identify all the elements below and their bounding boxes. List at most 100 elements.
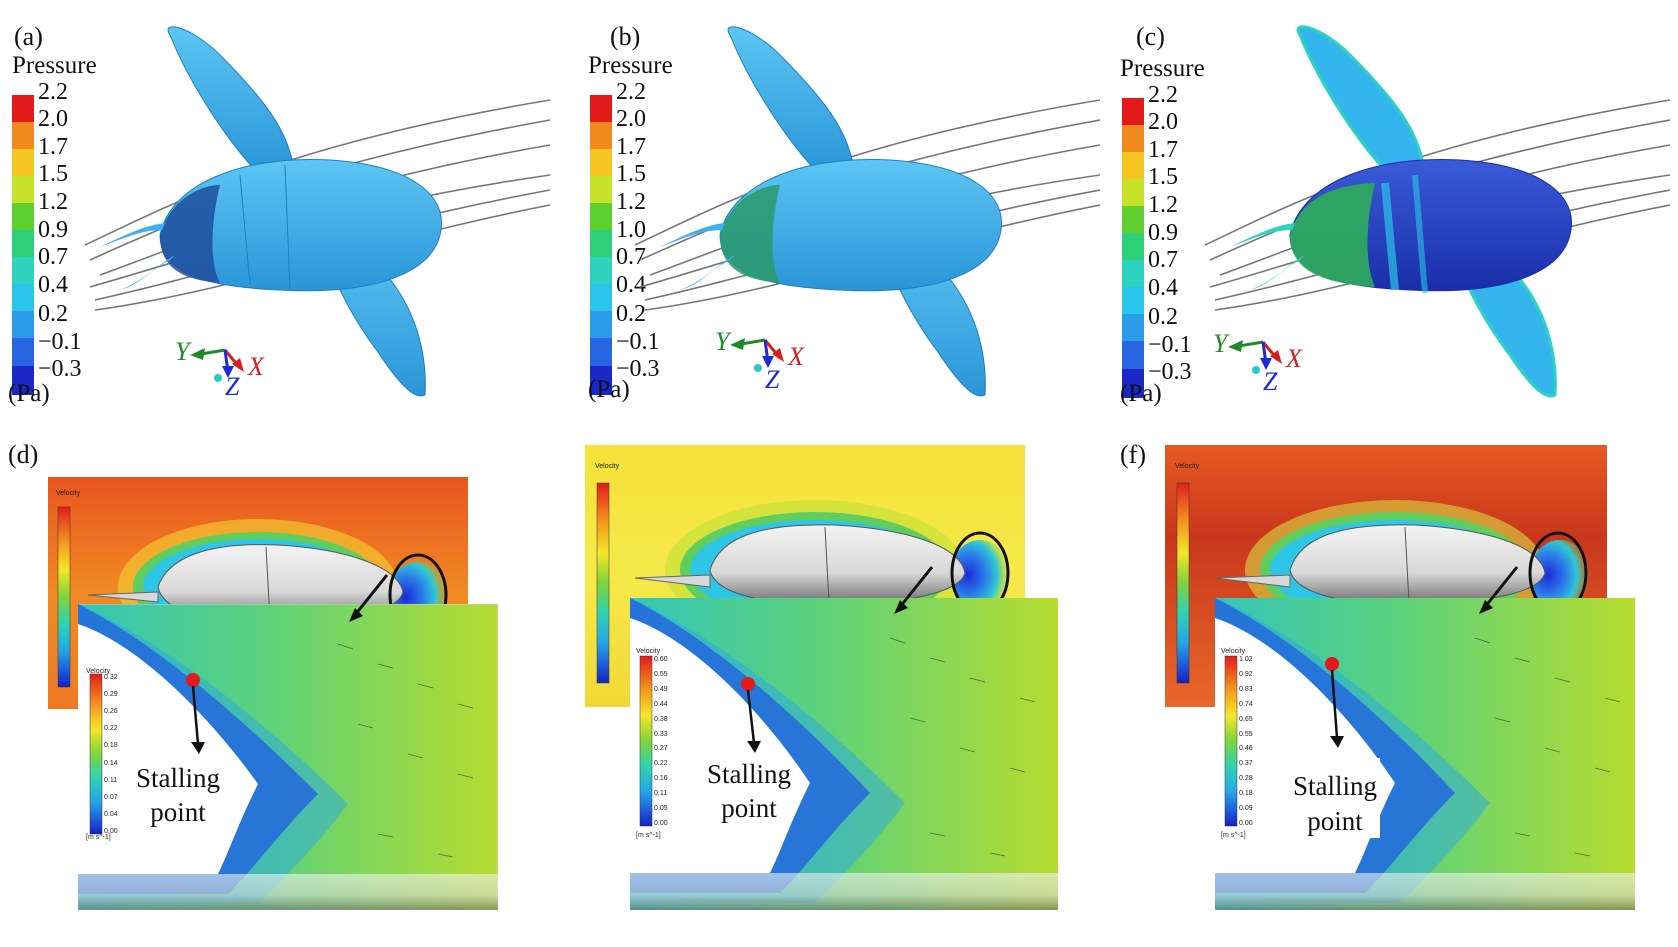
beetle-front-green: [720, 185, 780, 283]
velocity-legend-tick: 0.55: [1239, 730, 1253, 738]
velocity-legend-tick: 0.74: [1239, 700, 1253, 708]
velocity-legend-tick: 0.38: [654, 715, 668, 723]
beetle-body: [159, 158, 442, 292]
z-axis-label: Z: [765, 365, 780, 394]
panel-a: (a) Pressure 2.2 2.0 1.7 1.5 1.2 0.9 0.7…: [0, 0, 560, 430]
tick: 2.2: [38, 79, 68, 105]
tick: 1.5: [38, 161, 68, 187]
mandible-section: [634, 574, 711, 588]
stalling-label-line1: Stalling: [135, 763, 220, 793]
stalling-label-line2: point: [150, 797, 206, 827]
tick: 0.4: [1148, 275, 1178, 301]
panel-f: (f) Velocity Velocity [m s^-1] St: [1120, 430, 1678, 947]
velocity-legend-tick: 0.00: [104, 828, 118, 835]
panel-label: (d): [8, 440, 39, 469]
zoom-arrow: [894, 566, 934, 614]
velocity-legend-tick: 0.55: [654, 670, 668, 678]
beetle-front-green: [1290, 183, 1375, 287]
velocity-legend-tick: 0.83: [1239, 685, 1253, 693]
mandible-lower: [680, 255, 735, 290]
velocity-legend-tick: 0.29: [104, 691, 118, 699]
upper-wing: [727, 26, 856, 176]
stalling-point-marker: [741, 677, 755, 691]
mandible-section: [87, 591, 159, 603]
tick: −0.1: [616, 329, 660, 355]
tick: −0.3: [616, 356, 660, 382]
velocity-legend-tick: 0.16: [654, 775, 668, 783]
velocity-legend-tick: 0.05: [654, 805, 668, 813]
velocity-legend-tick: 0.18: [104, 742, 118, 750]
velocity-legend-tick: 0.22: [104, 725, 118, 733]
panel-d: (d) Velocity Velocity [m s^-1]: [0, 430, 560, 947]
tick: 1.7: [1148, 137, 1178, 163]
panel-b: (b) Pressure 2.2 2.0 1.7 1.5 1.2 1.0 0.7…: [560, 0, 1120, 430]
velocity-legend-tick: 0.46: [1239, 745, 1253, 753]
colorbar-unit: (Pa): [8, 380, 50, 407]
panel-label: (f): [1120, 440, 1146, 469]
stalling-label-line2: point: [1307, 806, 1363, 836]
panel-label: (c): [1136, 22, 1165, 51]
colorbar-title: Pressure: [1120, 55, 1205, 82]
tick: 2.0: [1148, 109, 1178, 135]
velocity-vectors: [337, 643, 474, 858]
velocity-legend-tick: 0.11: [654, 790, 668, 798]
velocity-legend-tick: 0.92: [1239, 670, 1253, 678]
stalling-label-line1: Stalling: [706, 759, 791, 789]
mandible-section: [1214, 574, 1291, 588]
zoom-legend-title: Velocity: [86, 668, 111, 675]
tick: 2.2: [1148, 82, 1178, 108]
velocity-legend-tick: 0.65: [1239, 715, 1253, 723]
beetle-body: [719, 158, 1002, 292]
beetle-render: [1204, 25, 1670, 398]
colorbar-unit: (Pa): [1120, 380, 1162, 407]
velocity-legend-tick: 0.22: [654, 760, 668, 768]
pressure-colorbar: [590, 95, 612, 395]
velocity-zoom: [1215, 598, 1635, 910]
velocity-legend-tick: 0.00: [1239, 820, 1253, 827]
overview-legend-title: Velocity: [1175, 463, 1200, 470]
upper-wing: [1296, 25, 1427, 177]
velocity-legend-tick: 0.04: [104, 810, 118, 818]
beetle-front-dark: [160, 185, 220, 283]
zoom-legend-title: Velocity: [636, 648, 661, 655]
tick: 0.7: [616, 244, 646, 270]
velocity-legend-tick: 0.11: [104, 776, 118, 784]
pressure-colorbar: [1122, 98, 1144, 398]
stalling-point-marker: [1325, 657, 1339, 671]
axis-triad: Y X Z: [175, 337, 265, 400]
stalling-label-line2: point: [721, 793, 777, 823]
velocity-legend-tick: 0.28: [1239, 775, 1253, 783]
tick: 1.2: [1148, 192, 1178, 218]
mandible-upper: [100, 223, 165, 247]
zoom-legend-unit: [m s^-1]: [86, 834, 111, 841]
stalling-label-line1: Stalling: [1292, 771, 1377, 801]
upper-wing: [167, 26, 296, 176]
velocity-legend-tick: 0.32: [104, 674, 118, 681]
axis-triad: Y X Z: [1213, 329, 1303, 396]
axis-triad: Y X Z: [715, 327, 805, 394]
colorbar-title: Pressure: [588, 52, 673, 79]
tick: 0.9: [1148, 220, 1178, 246]
tick: 2.2: [616, 79, 646, 105]
velocity-legend-tick: 0.37: [1239, 760, 1253, 768]
mandible-upper: [660, 223, 725, 247]
tick: 0.7: [1148, 247, 1178, 273]
z-axis-label: Z: [1263, 367, 1278, 396]
y-axis-label: Y: [715, 327, 732, 356]
x-axis-label: X: [787, 342, 805, 371]
tick: 0.4: [38, 272, 68, 298]
tick: 2.0: [38, 106, 68, 132]
tick: 1.7: [38, 134, 68, 160]
velocity-legend-tick: 0.09: [1239, 805, 1253, 813]
overview-legend-title: Velocity: [595, 463, 620, 470]
tick: 2.0: [616, 106, 646, 132]
y-axis-label: Y: [175, 337, 192, 366]
panel-c: (c) Pressure 2.2 2.0 1.7 1.5 1.2 0.9 0.7…: [1120, 0, 1678, 430]
x-axis-label: X: [1285, 344, 1303, 373]
velocity-zoom: [630, 598, 1058, 910]
tick: 1.5: [1148, 164, 1178, 190]
velocity-legend-tick: 0.27: [654, 745, 668, 753]
tick: −0.1: [1148, 332, 1192, 358]
tick: 0.7: [38, 244, 68, 270]
